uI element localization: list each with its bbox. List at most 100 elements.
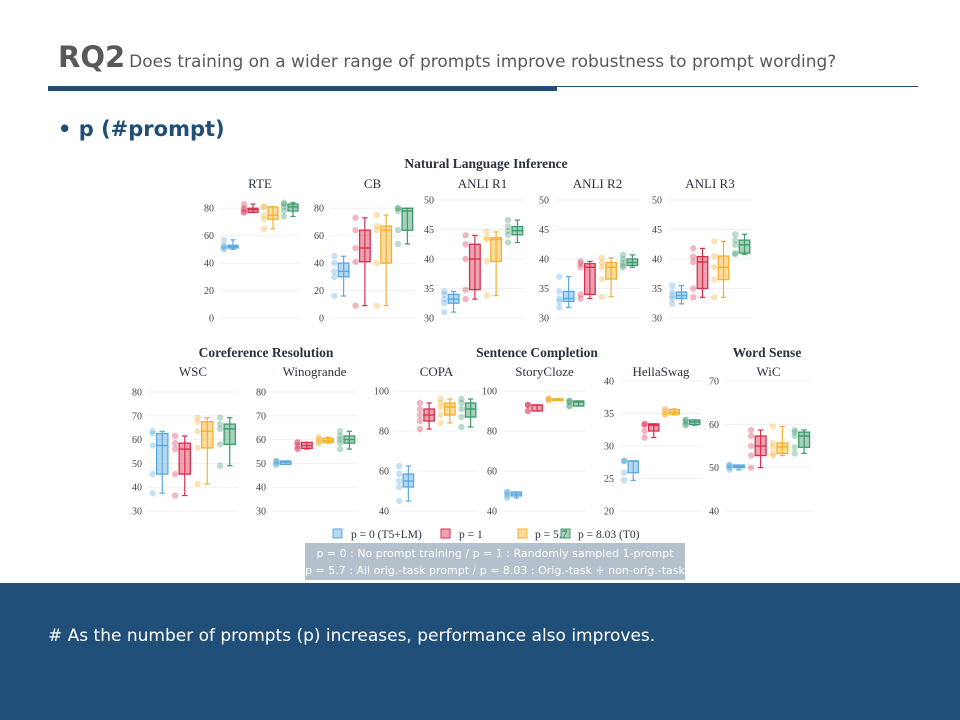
data-point — [661, 410, 669, 418]
box-0 — [337, 262, 350, 278]
data-point — [441, 295, 448, 303]
data-point — [483, 228, 491, 236]
data-point — [373, 222, 381, 230]
data-point — [220, 246, 228, 253]
data-point — [149, 428, 156, 435]
data-point — [394, 207, 402, 215]
box-1 — [468, 243, 481, 291]
data-point — [641, 420, 648, 428]
data-point — [545, 396, 552, 404]
data-point — [395, 477, 403, 485]
data-point — [726, 466, 733, 474]
data-point — [732, 241, 739, 249]
title-underline — [48, 86, 557, 91]
data-point — [769, 439, 777, 447]
data-point — [331, 268, 338, 275]
data-point — [149, 489, 156, 497]
data-point — [273, 461, 280, 468]
data-point — [441, 288, 448, 295]
data-point — [437, 411, 444, 419]
panel-title: ANLI R3 — [685, 176, 734, 191]
y-tick-label: 35 — [604, 409, 614, 420]
data-point — [352, 258, 359, 265]
data-point — [620, 457, 628, 465]
data-point — [194, 444, 201, 452]
footer-band — [0, 583, 960, 720]
data-point — [641, 427, 648, 435]
data-point — [458, 423, 465, 431]
data-point — [315, 439, 323, 446]
data-point — [395, 483, 403, 491]
data-point — [732, 231, 739, 238]
data-point — [577, 295, 584, 302]
data-point — [669, 300, 676, 308]
data-point — [171, 470, 179, 478]
y-tick-label: 60 — [256, 435, 266, 446]
data-point — [336, 445, 344, 453]
data-point — [216, 462, 224, 469]
data-point — [315, 433, 323, 441]
data-point — [260, 203, 268, 211]
data-point — [524, 407, 532, 415]
y-tick-label: 40 — [314, 259, 324, 270]
data-point — [690, 294, 697, 301]
box-1 — [647, 423, 660, 432]
y-tick-label: 50 — [539, 196, 549, 207]
data-point — [273, 457, 280, 465]
box-0 — [562, 290, 575, 303]
box-2 — [267, 206, 279, 220]
box-2 — [380, 225, 393, 264]
data-point — [791, 450, 798, 457]
data-point — [240, 209, 248, 216]
data-point — [462, 286, 469, 293]
data-point — [732, 249, 739, 257]
data-point — [711, 264, 718, 271]
data-point — [711, 294, 718, 301]
data-point — [566, 402, 573, 410]
data-point — [690, 253, 697, 260]
data-point — [619, 259, 627, 266]
data-point — [504, 231, 512, 239]
box-3 — [464, 402, 477, 418]
box-1 — [531, 404, 543, 412]
data-point — [331, 273, 338, 281]
data-point — [711, 252, 718, 260]
data-point — [641, 434, 648, 441]
note-line-1: p = 0 : No prompt training / p = 1 : Ran… — [316, 547, 674, 560]
box-3 — [798, 431, 811, 448]
legend-note: p = 0 : No prompt training / p = 1 : Ran… — [305, 543, 685, 580]
data-point — [661, 406, 669, 413]
data-point — [619, 262, 627, 269]
data-point — [598, 254, 606, 262]
data-point — [791, 444, 798, 451]
box-2 — [605, 261, 618, 280]
data-point — [352, 244, 359, 252]
data-point — [524, 401, 532, 409]
data-point — [373, 259, 381, 267]
y-tick-label: 35 — [652, 284, 662, 295]
data-point — [545, 395, 552, 403]
data-point — [216, 414, 224, 421]
y-tick-label: 70 — [709, 377, 719, 388]
box-3 — [738, 239, 751, 254]
data-point — [682, 422, 689, 429]
panel-title: ANLI R1 — [458, 176, 507, 191]
y-tick-label: 50 — [652, 196, 662, 207]
data-point — [483, 234, 491, 241]
box-1 — [358, 229, 371, 263]
data-point — [336, 439, 344, 447]
y-tick-label: 70 — [132, 411, 142, 422]
data-point — [711, 276, 718, 283]
data-point — [294, 439, 301, 446]
data-point — [524, 407, 532, 415]
box-0 — [155, 432, 169, 475]
y-tick-label: 80 — [314, 204, 324, 215]
data-point — [577, 260, 584, 267]
data-point — [395, 470, 403, 478]
y-tick-label: 60 — [709, 420, 719, 431]
data-point — [260, 211, 268, 219]
box-2 — [490, 237, 503, 263]
legend-swatch — [560, 528, 571, 539]
y-tick-label: 30 — [256, 507, 266, 518]
data-point — [726, 463, 733, 470]
